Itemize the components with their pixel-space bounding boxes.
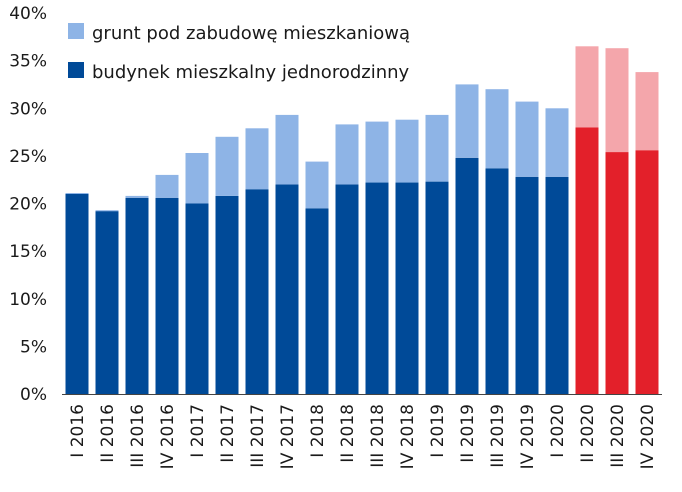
- bar-grunt: [215, 136, 239, 196]
- bar-grunt: [245, 128, 269, 190]
- x-tick-label: IV 2020: [638, 404, 658, 469]
- x-tick-label: III 2019: [488, 404, 508, 468]
- bar-grunt: [485, 89, 509, 169]
- bar-budynek: [365, 182, 389, 394]
- x-tick-label: III 2017: [248, 404, 268, 468]
- y-tick-label: 10%: [9, 290, 47, 310]
- bar-grunt: [155, 174, 179, 198]
- y-tick-label: 40%: [9, 4, 47, 24]
- legend-label-grunt: grunt pod zabudowę mieszkaniową: [92, 23, 410, 44]
- bar-grunt: [365, 121, 389, 183]
- y-tick-label: 20%: [9, 195, 47, 215]
- bar-grunt: [455, 84, 479, 158]
- bar-budynek: [155, 197, 179, 394]
- bar-grunt: [125, 195, 149, 198]
- x-tick-label: IV 2019: [518, 404, 538, 469]
- bar-budynek: [215, 195, 239, 394]
- bar-budynek: [635, 150, 659, 394]
- x-axis: I 2016 II 2016 III 2016 IV 2016 I 2017 II 201…: [68, 404, 658, 469]
- bar-grunt: [335, 124, 359, 185]
- bars: [65, 46, 659, 395]
- bar-grunt: [95, 210, 119, 212]
- bar-budynek: [575, 127, 599, 395]
- bar-grunt: [185, 153, 209, 204]
- y-axis: 0% 5% 10% 15% 20% 25% 30% 35% 40%: [9, 4, 47, 405]
- x-tick-label: II 2017: [218, 404, 238, 463]
- bar-budynek: [335, 184, 359, 394]
- bar-grunt: [635, 72, 659, 151]
- bar-budynek: [95, 211, 119, 394]
- y-tick-label: 15%: [9, 242, 47, 262]
- bar-budynek: [245, 189, 269, 394]
- bar-budynek: [185, 203, 209, 394]
- bar-grunt: [425, 114, 449, 182]
- legend-swatch-grunt: [68, 23, 84, 39]
- bar-grunt: [605, 48, 629, 153]
- x-tick-label: I 2020: [548, 404, 568, 458]
- bar-grunt: [515, 101, 539, 177]
- bar-budynek: [125, 197, 149, 394]
- y-tick-label: 30%: [9, 99, 47, 119]
- bar-budynek: [425, 181, 449, 394]
- x-tick-label: IV 2016: [158, 404, 178, 469]
- bar-grunt: [395, 119, 419, 183]
- y-tick-label: 35%: [9, 52, 47, 72]
- x-tick-label: II 2018: [338, 404, 358, 463]
- x-tick-label: II 2016: [98, 404, 118, 463]
- bar-budynek: [515, 176, 539, 394]
- bar-budynek: [395, 182, 419, 394]
- y-tick-label: 25%: [9, 147, 47, 167]
- bar-budynek: [545, 176, 569, 394]
- bar-grunt: [545, 108, 569, 177]
- bar-grunt: [65, 193, 89, 194]
- x-tick-label: IV 2017: [278, 404, 298, 469]
- x-tick-label: III 2016: [128, 404, 148, 468]
- x-tick-label: III 2018: [368, 404, 388, 468]
- bar-grunt: [575, 46, 599, 128]
- bar-budynek: [275, 184, 299, 394]
- x-tick-label: I 2016: [68, 404, 88, 458]
- bar-budynek: [455, 157, 479, 394]
- bar-grunt: [275, 114, 299, 185]
- x-tick-label: II 2019: [458, 404, 478, 463]
- x-tick-label: I 2017: [188, 404, 208, 458]
- bar-budynek: [305, 208, 329, 394]
- bar-grunt: [305, 161, 329, 209]
- legend-label-budynek: budynek mieszkalny jednorodzinny: [92, 62, 410, 83]
- x-tick-label: III 2020: [608, 404, 628, 468]
- legend-swatch-budynek: [68, 62, 84, 78]
- legend: grunt pod zabudowę mieszkaniową budynek …: [68, 23, 410, 83]
- y-tick-label: 0%: [20, 385, 47, 405]
- x-tick-label: I 2018: [308, 404, 328, 458]
- y-tick-label: 5%: [20, 337, 47, 357]
- bar-budynek: [65, 194, 89, 394]
- x-tick-label: I 2019: [428, 404, 448, 458]
- bar-budynek: [605, 152, 629, 394]
- x-tick-label: IV 2018: [398, 404, 418, 469]
- x-tick-label: II 2020: [578, 404, 598, 463]
- bar-budynek: [485, 168, 509, 394]
